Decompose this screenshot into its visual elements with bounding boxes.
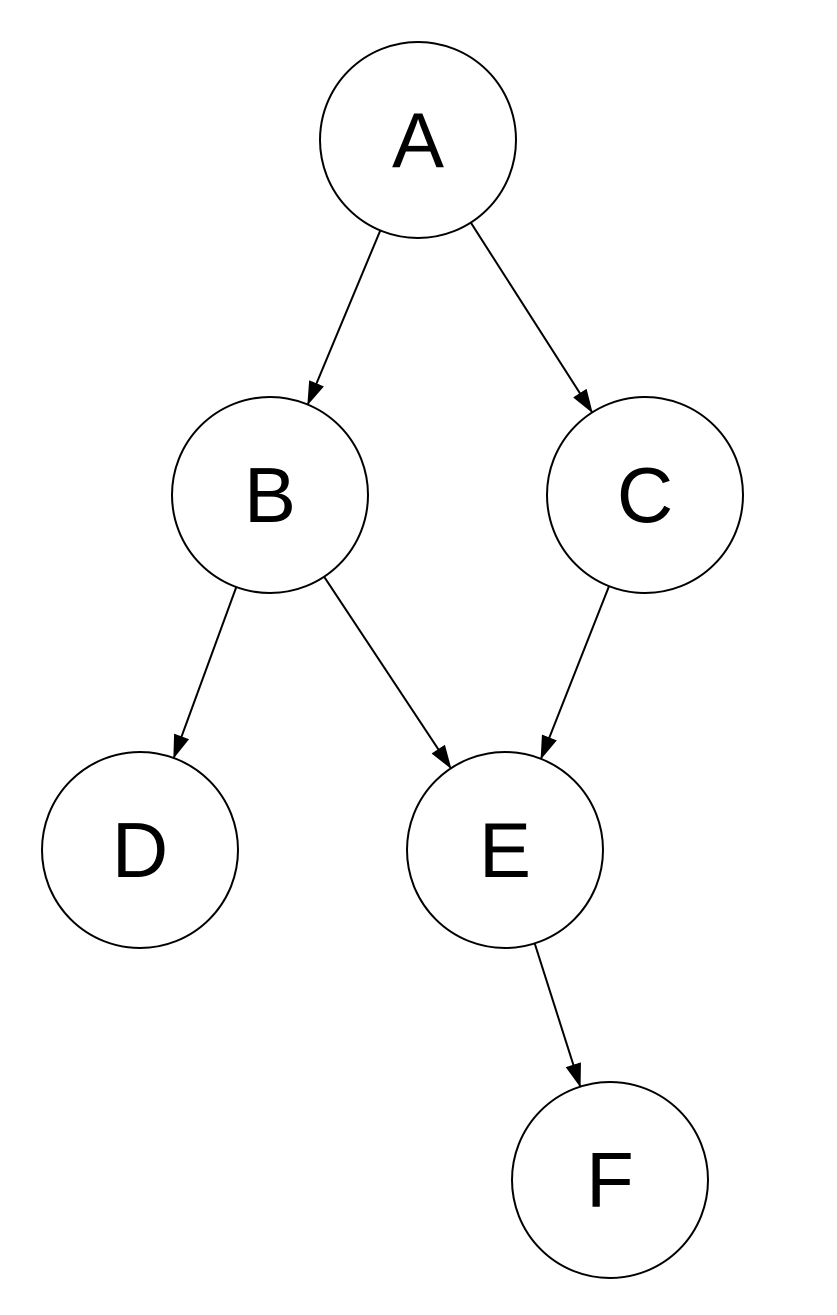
edge-C-E xyxy=(541,586,609,759)
edge-A-C xyxy=(471,223,592,413)
node-label-D: D xyxy=(112,806,168,894)
edge-E-F xyxy=(535,943,581,1086)
nodes-group: A B C D E F xyxy=(42,42,743,1278)
node-label-E: E xyxy=(479,806,531,894)
node-label-B: B xyxy=(244,451,296,539)
node-C: C xyxy=(547,397,743,593)
node-B: B xyxy=(172,397,368,593)
node-F: F xyxy=(512,1082,708,1278)
edge-B-E xyxy=(324,577,451,769)
edge-B-D xyxy=(174,587,237,758)
node-E: E xyxy=(407,752,603,948)
edge-A-B xyxy=(308,230,381,404)
edges-group xyxy=(174,223,609,1087)
graph-diagram: A B C D E F xyxy=(0,0,837,1315)
node-label-F: F xyxy=(586,1136,634,1224)
node-D: D xyxy=(42,752,238,948)
node-A: A xyxy=(320,42,516,238)
node-label-A: A xyxy=(392,96,444,184)
node-label-C: C xyxy=(617,451,673,539)
